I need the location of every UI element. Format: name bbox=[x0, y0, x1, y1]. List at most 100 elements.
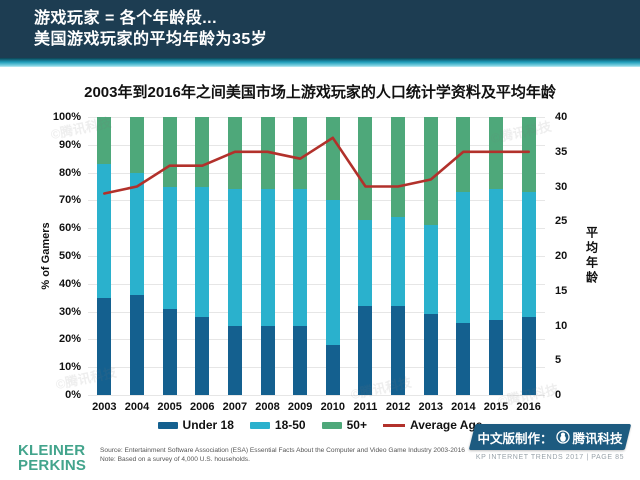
left-axis-tick: 50% bbox=[58, 250, 81, 262]
left-axis-tick: 60% bbox=[58, 222, 81, 235]
gridline bbox=[88, 200, 545, 202]
tencent-penguin-icon bbox=[555, 430, 570, 444]
bar-segment-under-18 bbox=[97, 297, 112, 395]
left-axis-tick: 80% bbox=[58, 166, 81, 179]
bar-column: 2003 bbox=[88, 117, 121, 413]
bar-stack bbox=[391, 117, 406, 395]
bar-column: 2015 bbox=[480, 117, 513, 413]
bar-segment-18-50 bbox=[423, 225, 438, 315]
bar-segment-50+ bbox=[325, 117, 340, 201]
source-line: Source: Entertainment Software Associati… bbox=[100, 447, 465, 454]
plot-area: 100% 90% 80% 70% 60% 50% 40% 30% 20% 10% 0% 40 35 30 2… bbox=[53, 111, 567, 413]
legend-item-50+: 50+ bbox=[321, 418, 367, 432]
year-label: 2016 bbox=[516, 401, 541, 413]
bar-column: 2014 bbox=[447, 117, 480, 413]
left-axis-tick: 70% bbox=[58, 194, 81, 207]
legend-label: Under 18 bbox=[182, 418, 234, 432]
bar-stack bbox=[456, 117, 471, 395]
right-axis-title: 平均年龄 bbox=[584, 226, 599, 286]
bar-segment-under-18 bbox=[260, 325, 275, 395]
right-axis-tick: 20 bbox=[555, 250, 568, 262]
bar-segment-under-18 bbox=[521, 317, 536, 395]
bar-segment-under-18 bbox=[456, 322, 471, 395]
left-axis-tick: 20% bbox=[58, 333, 81, 346]
bar-segment-50+ bbox=[423, 117, 438, 226]
left-axis-tick: 40% bbox=[58, 277, 81, 290]
bar-segment-under-18 bbox=[325, 344, 340, 395]
header-line-2: 美国游戏玩家的平均年龄为35岁 bbox=[34, 31, 268, 48]
bar-stack bbox=[293, 117, 308, 395]
legend-swatch bbox=[382, 423, 405, 427]
bar-segment-50+ bbox=[391, 117, 406, 218]
right-axis-tick: 15 bbox=[555, 284, 568, 297]
legend-swatch bbox=[321, 421, 342, 429]
legend-label: 50+ bbox=[346, 418, 367, 432]
legend-item-average-age: Average Age bbox=[382, 418, 482, 432]
bar-column: 2005 bbox=[153, 117, 186, 413]
header-line-1: 游戏玩家 = 各个年龄段... bbox=[34, 10, 218, 27]
bar-stack bbox=[97, 117, 112, 395]
bar-segment-50+ bbox=[97, 117, 112, 165]
year-label: 2014 bbox=[451, 401, 476, 413]
tencent-tech-label: 腾讯科技 bbox=[572, 431, 623, 446]
right-axis-tick: 35 bbox=[555, 145, 568, 158]
bar-stack bbox=[129, 117, 144, 395]
gridline bbox=[88, 339, 545, 341]
gridline bbox=[88, 395, 545, 396]
left-axis-tick: 90% bbox=[58, 138, 81, 151]
bar-segment-under-18 bbox=[358, 306, 373, 395]
bar-segment-18-50 bbox=[325, 200, 340, 345]
right-axis-tick: 5 bbox=[555, 354, 562, 367]
bar-stack bbox=[325, 117, 340, 395]
bar-stack bbox=[162, 117, 177, 395]
gridline bbox=[88, 283, 545, 285]
left-axis-tick: 0% bbox=[65, 389, 81, 401]
right-axis-tick: 10 bbox=[555, 319, 568, 332]
bar-segment-18-50 bbox=[97, 164, 112, 298]
year-label: 2013 bbox=[418, 401, 443, 413]
bar-segment-18-50 bbox=[391, 217, 406, 307]
right-axis-tick: 0 bbox=[555, 389, 562, 401]
source-note: Source: Entertainment Software Associati… bbox=[100, 447, 470, 464]
report-page-caption: KP INTERNET TRENDS 2017 | PAGE 85 bbox=[475, 454, 625, 461]
right-axis-tick: 30 bbox=[555, 180, 568, 193]
gridline bbox=[88, 144, 545, 146]
bar-segment-18-50 bbox=[195, 186, 210, 318]
bar-column: 2008 bbox=[251, 117, 284, 413]
bar-stack bbox=[423, 117, 438, 395]
bar-segment-50+ bbox=[521, 117, 536, 193]
bar-column: 2016 bbox=[512, 117, 545, 413]
kleiner-perkins-logo: KLEINER PERKINS bbox=[18, 443, 86, 473]
right-axis-tick: 25 bbox=[555, 215, 568, 228]
bar-segment-under-18 bbox=[129, 294, 144, 395]
left-axis-tick: 30% bbox=[58, 305, 81, 318]
slide-header: 游戏玩家 = 各个年龄段... 美国游戏玩家的平均年龄为35岁 bbox=[0, 0, 640, 58]
bar-column: 2011 bbox=[349, 117, 382, 413]
year-label: 2007 bbox=[222, 401, 248, 413]
bar-column: 2009 bbox=[284, 117, 317, 413]
bar-segment-18-50 bbox=[162, 186, 177, 309]
bar-segment-18-50 bbox=[260, 189, 275, 326]
bar-segment-18-50 bbox=[521, 192, 536, 318]
bar-segment-under-18 bbox=[162, 308, 177, 395]
year-label: 2004 bbox=[124, 401, 150, 413]
gridline bbox=[88, 117, 545, 118]
bar-segment-under-18 bbox=[293, 325, 308, 395]
year-label: 2006 bbox=[190, 401, 215, 413]
bar-stack bbox=[260, 117, 275, 395]
left-axis-tick: 100% bbox=[52, 111, 81, 123]
bar-column: 2004 bbox=[121, 117, 154, 413]
bar-stack bbox=[489, 117, 503, 395]
bar-segment-18-50 bbox=[489, 189, 503, 320]
kleiner-perkins-logo-line1: KLEINER bbox=[18, 442, 86, 459]
year-label: 2015 bbox=[483, 401, 509, 413]
bar-segment-50+ bbox=[358, 117, 373, 220]
bar-segment-50+ bbox=[489, 117, 503, 190]
bar-segment-18-50 bbox=[358, 219, 373, 307]
bar-column: 2012 bbox=[382, 117, 415, 413]
bar-stack bbox=[195, 117, 210, 395]
year-label: 2008 bbox=[255, 401, 280, 413]
year-label: 2010 bbox=[320, 401, 346, 413]
note-line: Note: Based on a survey of 4,000 U.S. ho… bbox=[100, 455, 250, 463]
bar-segment-18-50 bbox=[456, 192, 471, 323]
